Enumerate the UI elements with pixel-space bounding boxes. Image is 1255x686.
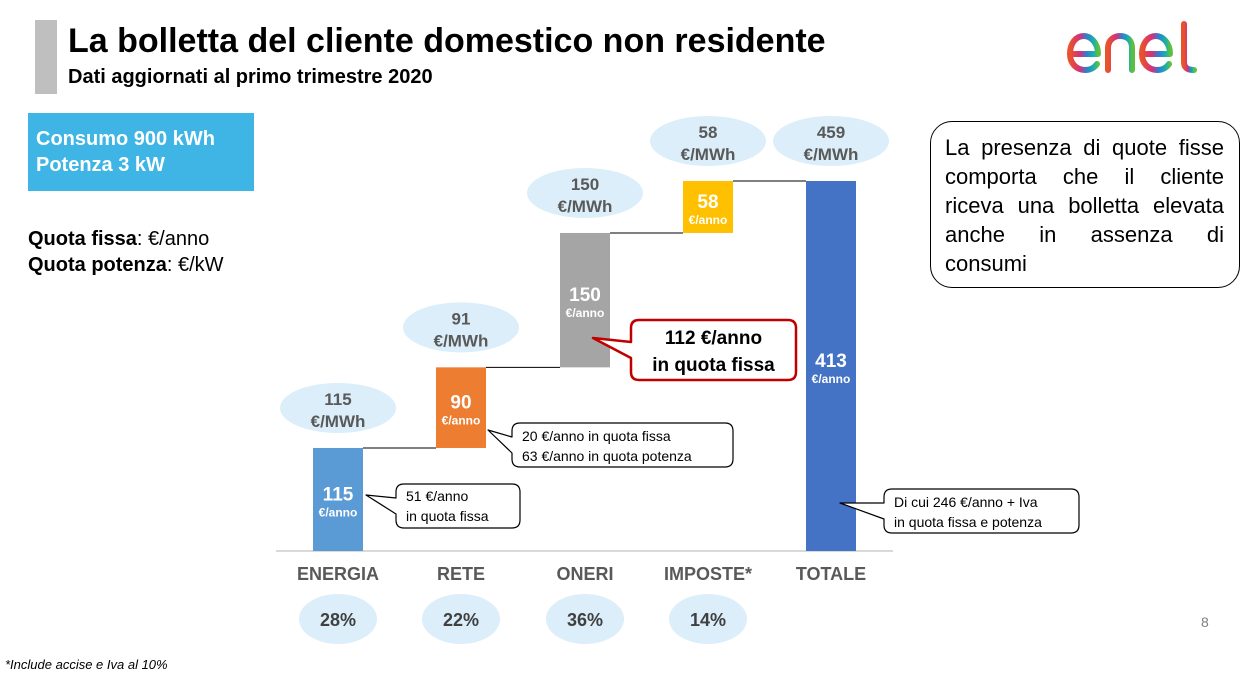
quota-fissa-unit: : €/anno bbox=[136, 228, 210, 250]
bar-unit-label: €/anno bbox=[319, 505, 358, 519]
quota-potenza-label: Quota potenza bbox=[28, 254, 167, 276]
page-number: 8 bbox=[1201, 614, 1209, 630]
mwh-value-label: 150 bbox=[571, 175, 599, 194]
share-label: 22% bbox=[443, 610, 479, 630]
category-label: ENERGIA bbox=[297, 564, 379, 584]
mwh-unit-label: €/MWh bbox=[804, 145, 859, 164]
bar-unit-label: €/anno bbox=[812, 372, 851, 386]
quota-potenza-unit: : €/kW bbox=[166, 254, 224, 276]
mwh-value-label: 91 bbox=[452, 309, 471, 328]
consumption-box: Consumo 900 kWh Potenza 3 kW bbox=[28, 113, 254, 191]
callout-box: 51 €/anno in quota fissa bbox=[365, 483, 521, 529]
category-label: TOTALE bbox=[796, 564, 866, 584]
category-label: IMPOSTE* bbox=[664, 564, 752, 584]
unit-legend: Quota fissa: €/anno Quota potenza: €/kW bbox=[28, 226, 224, 278]
mwh-unit-label: €/MWh bbox=[558, 197, 613, 216]
bar-rete bbox=[436, 367, 486, 448]
bar-value-label: 150 bbox=[569, 285, 601, 306]
bar-value-label: 115 bbox=[323, 484, 354, 505]
share-bubble bbox=[299, 594, 377, 644]
bar-value-label: 413 bbox=[815, 351, 847, 372]
share-label: 36% bbox=[567, 610, 603, 630]
mwh-bubble bbox=[527, 167, 643, 218]
share-bubble bbox=[546, 594, 624, 644]
mwh-value-label: 115 bbox=[324, 390, 351, 409]
category-label: RETE bbox=[437, 564, 485, 584]
callout-text: 51 €/anno bbox=[406, 488, 468, 504]
callout-text: in quota fissa bbox=[406, 508, 489, 524]
bar-unit-label: €/anno bbox=[566, 306, 605, 320]
bar-value-label: 58 bbox=[697, 192, 718, 213]
bar-totale bbox=[806, 181, 856, 551]
mwh-bubble bbox=[650, 116, 766, 166]
callout-text: in quota fissa e potenza bbox=[894, 514, 1042, 530]
callout-box: 112 €/anno in quota fissa bbox=[591, 318, 798, 382]
mwh-bubble bbox=[403, 302, 519, 353]
footnote: *Include accise e Iva al 10% bbox=[5, 657, 168, 672]
mwh-unit-label: €/MWh bbox=[681, 145, 736, 164]
bar-oneri bbox=[560, 232, 610, 368]
mwh-value-label: 459 bbox=[817, 123, 845, 142]
mwh-unit-label: €/MWh bbox=[434, 331, 489, 350]
bar-energia bbox=[313, 447, 363, 551]
bar-unit-label: €/anno bbox=[689, 213, 728, 227]
share-label: 28% bbox=[320, 610, 356, 630]
power-line: Potenza 3 kW bbox=[36, 154, 165, 176]
callout-text: Di cui 246 €/anno + Iva bbox=[894, 494, 1038, 510]
callout-box: 20 €/anno in quota fissa 63 €/anno in quo… bbox=[487, 422, 734, 468]
callout-box: Di cui 246 €/anno + Iva in quota fissa e … bbox=[839, 488, 1080, 534]
mwh-unit-label: €/MWh bbox=[311, 412, 366, 431]
enel-logo: enel bbox=[1067, 21, 1197, 73]
mwh-bubble bbox=[773, 116, 889, 166]
mwh-bubble bbox=[280, 382, 396, 433]
quota-fissa-label: Quota fissa bbox=[28, 228, 137, 250]
consumption-line: Consumo 900 kWh bbox=[36, 128, 215, 150]
page-subtitle: Dati aggiornati al primo trimestre 2020 bbox=[68, 66, 433, 88]
callout-text: in quota fissa bbox=[652, 355, 775, 376]
callout-text: 20 €/anno in quota fissa bbox=[522, 428, 671, 444]
share-bubble bbox=[422, 594, 500, 644]
mwh-value-label: 58 bbox=[699, 123, 718, 142]
bar-imposte bbox=[683, 181, 733, 233]
share-label: 14% bbox=[690, 610, 726, 630]
share-bubble bbox=[669, 594, 747, 644]
bar-unit-label: €/anno bbox=[442, 414, 481, 428]
page-title: La bolletta del cliente domestico non re… bbox=[68, 22, 826, 60]
title-accent-bar bbox=[35, 20, 57, 94]
callout-text: 112 €/anno bbox=[665, 328, 762, 349]
info-callout-box: La presenza di quote fisse comporta che … bbox=[930, 121, 1240, 288]
category-label: ONERI bbox=[556, 564, 613, 584]
callout-text: 63 €/anno in quota potenza bbox=[522, 448, 692, 464]
bar-value-label: 90 bbox=[450, 393, 471, 414]
